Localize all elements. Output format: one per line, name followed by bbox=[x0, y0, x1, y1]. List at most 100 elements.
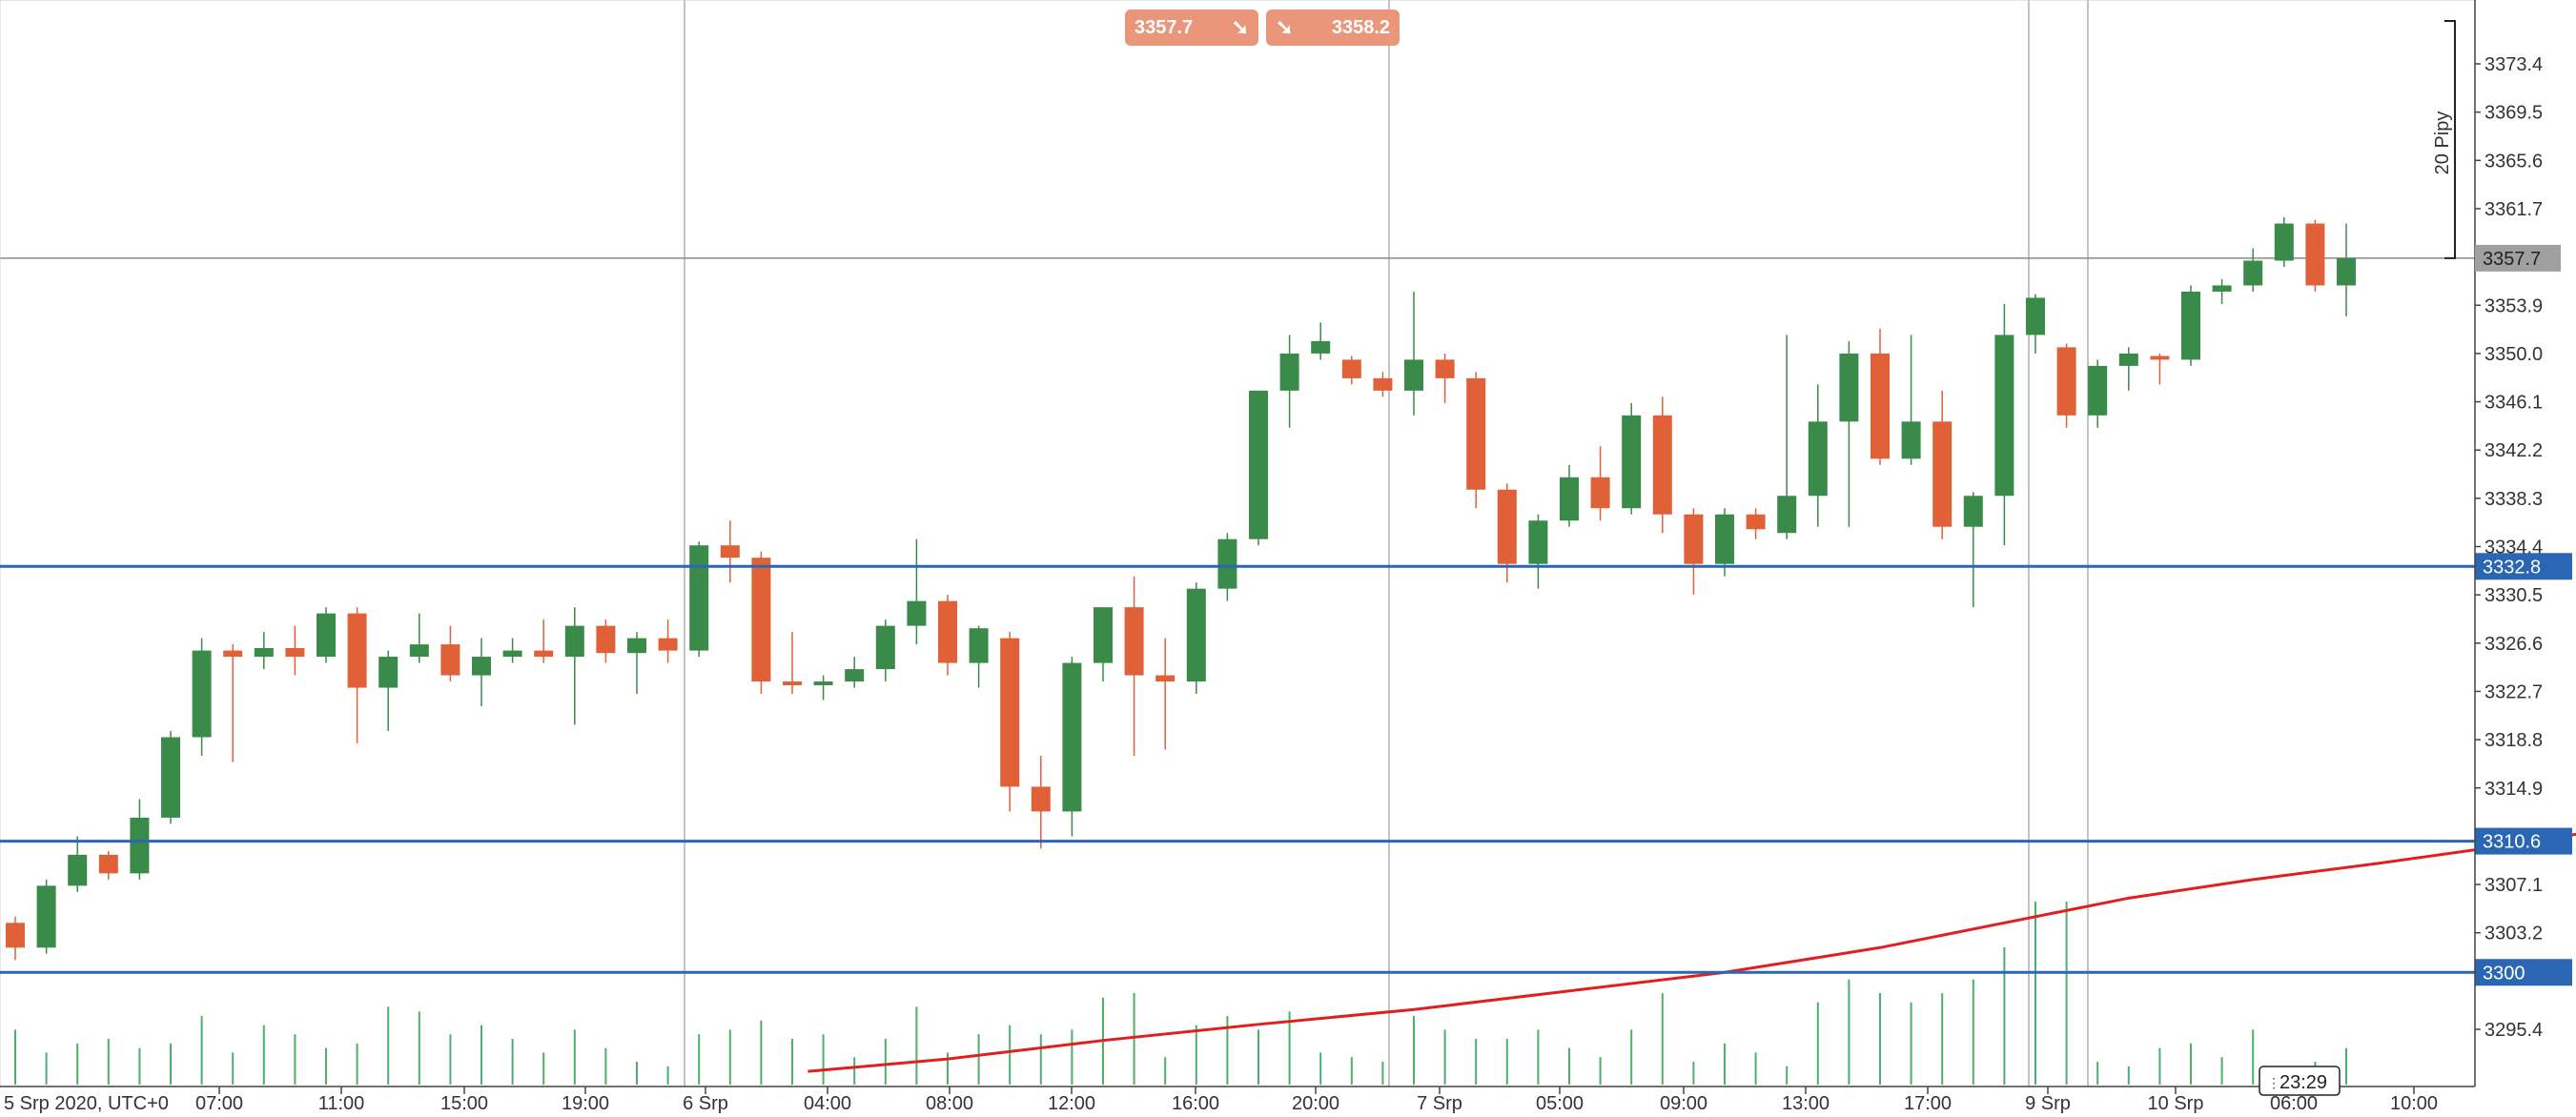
time-tick-label: 15:00 bbox=[440, 1093, 488, 1114]
time-tick-label: 16:00 bbox=[1172, 1093, 1219, 1114]
candle bbox=[2337, 223, 2356, 316]
horizontal-lines[interactable]: 3332.8 3310.6 3300 bbox=[0, 553, 2572, 986]
horizontal-line-label-bg bbox=[2475, 553, 2572, 580]
candle-body bbox=[2181, 291, 2200, 360]
price-tick-label: 3307.1 bbox=[2484, 875, 2543, 896]
candle bbox=[6, 916, 25, 961]
price-tick-label: 3346.1 bbox=[2484, 393, 2543, 414]
price-tick-label: 3314.9 bbox=[2484, 779, 2543, 800]
plot-border bbox=[0, 0, 2476, 1087]
price-axis: 3373.4 3369.5 3365.6 3361.7 3353.9 3350.0 3346… bbox=[2474, 0, 2543, 1087]
candle-body bbox=[1217, 538, 1237, 589]
candle-body bbox=[1684, 514, 1704, 564]
horizontal-line-label: 3310.6 bbox=[2483, 832, 2541, 853]
candle bbox=[1466, 372, 1486, 509]
candle bbox=[2118, 347, 2138, 391]
candle-body bbox=[596, 625, 616, 654]
candle-body bbox=[845, 669, 865, 682]
candle bbox=[1652, 396, 1672, 534]
candle-body bbox=[1186, 588, 1206, 682]
price-tick-label: 3373.4 bbox=[2484, 54, 2543, 75]
countdown-badge: 23:29 ⋮ bbox=[2259, 1066, 2341, 1096]
candle-body bbox=[1901, 421, 1921, 459]
time-tick-label: 19:00 bbox=[562, 1093, 609, 1114]
candle-body bbox=[409, 644, 429, 658]
crosshair-lines bbox=[0, 0, 2476, 1087]
candle-body bbox=[1466, 377, 1486, 490]
candle bbox=[1062, 657, 1082, 837]
candle bbox=[1684, 508, 1704, 596]
candle-body bbox=[1341, 359, 1361, 378]
candle-body bbox=[689, 545, 709, 651]
candle bbox=[192, 638, 212, 756]
volume-bars bbox=[14, 902, 2347, 1085]
candle bbox=[1279, 335, 1299, 428]
measure-label: 20 Pipy bbox=[2432, 112, 2453, 175]
candle-body bbox=[627, 638, 646, 654]
time-tick-label: 05:00 bbox=[1536, 1093, 1584, 1114]
candle bbox=[502, 638, 522, 663]
candle-body bbox=[1094, 607, 1113, 663]
buy-quote-button[interactable]: ➘ 3358.2 bbox=[1266, 10, 1400, 46]
candle-body bbox=[1622, 415, 1642, 509]
sell-quote-button[interactable]: 3357.7 ➘ bbox=[1125, 10, 1258, 46]
time-tick-label: 12:00 bbox=[1048, 1093, 1095, 1114]
candle bbox=[596, 619, 616, 663]
candle-body bbox=[1777, 496, 1797, 534]
time-tick-label: 08:00 bbox=[926, 1093, 973, 1114]
candle bbox=[783, 632, 802, 695]
candle-body bbox=[2212, 285, 2232, 292]
candle bbox=[378, 650, 399, 732]
candle bbox=[907, 538, 927, 645]
countdown-grip-icon: ⋮ bbox=[2267, 1075, 2280, 1090]
candle bbox=[627, 632, 646, 695]
candle bbox=[1186, 582, 1206, 695]
candle bbox=[969, 625, 989, 688]
candle bbox=[1000, 632, 1020, 812]
countdown-label: 23:29 bbox=[2280, 1072, 2327, 1093]
candle-body bbox=[751, 558, 771, 682]
candle-body bbox=[783, 681, 802, 685]
price-tick-label: 3342.2 bbox=[2484, 440, 2543, 461]
price-tick-label: 3295.4 bbox=[2484, 1020, 2543, 1041]
candle bbox=[1715, 508, 1734, 577]
arrow-down-right-icon: ➘ bbox=[1276, 15, 1294, 39]
candle bbox=[2274, 217, 2294, 267]
candle bbox=[1963, 492, 1983, 608]
candle-body bbox=[969, 628, 989, 663]
candle-body bbox=[36, 885, 56, 948]
time-tick-label: 9 Srp bbox=[2025, 1093, 2071, 1114]
candle bbox=[1404, 291, 1423, 416]
candle-body bbox=[1124, 607, 1144, 676]
candle bbox=[2181, 285, 2200, 366]
candle-body bbox=[2056, 347, 2076, 416]
candle bbox=[1932, 390, 1952, 539]
candle-body bbox=[1404, 359, 1423, 391]
candle-body bbox=[1932, 421, 1952, 527]
candle-body bbox=[2118, 353, 2138, 366]
candle bbox=[130, 799, 150, 880]
price-tick-label: 3326.6 bbox=[2484, 634, 2543, 655]
candle-body bbox=[192, 650, 212, 738]
candle bbox=[720, 520, 740, 583]
candle-body bbox=[1560, 477, 1579, 521]
candle-body bbox=[813, 681, 833, 685]
time-tick-label: 17:00 bbox=[1904, 1093, 1952, 1114]
candle bbox=[68, 836, 88, 892]
candle bbox=[1341, 355, 1361, 385]
candle bbox=[223, 644, 243, 762]
candle bbox=[2088, 359, 2108, 428]
candle-body bbox=[254, 647, 274, 658]
candle-body bbox=[1808, 421, 1828, 497]
candle-body bbox=[875, 625, 895, 670]
measure-tool[interactable]: 20 Pipy bbox=[2432, 20, 2456, 259]
candle bbox=[1373, 372, 1393, 397]
current-price-label: 3357.7 bbox=[2483, 249, 2541, 270]
price-tick-label: 3361.7 bbox=[2484, 199, 2543, 220]
candle bbox=[472, 638, 491, 707]
candle bbox=[1311, 322, 1331, 360]
candle-body bbox=[907, 600, 927, 626]
candle-body bbox=[2305, 223, 2325, 286]
candle-body bbox=[2150, 355, 2170, 360]
